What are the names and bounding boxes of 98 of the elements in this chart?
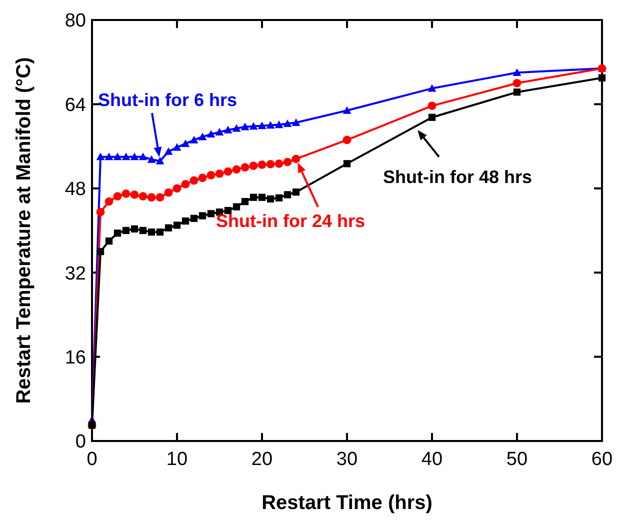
point <box>198 174 207 182</box>
point <box>173 222 181 229</box>
y-tick-label: 64 <box>64 94 86 116</box>
point <box>283 158 292 166</box>
point <box>224 167 232 176</box>
point <box>258 160 266 169</box>
y-tick-label: 48 <box>64 179 86 200</box>
point <box>114 230 122 237</box>
point <box>266 121 275 129</box>
point <box>181 180 190 188</box>
point <box>266 160 275 168</box>
point <box>343 160 351 168</box>
point <box>164 224 172 232</box>
point <box>172 143 182 151</box>
point <box>190 136 198 144</box>
point <box>232 203 240 210</box>
point <box>258 194 266 201</box>
point <box>598 74 606 82</box>
point <box>224 206 232 214</box>
point <box>206 130 216 138</box>
point <box>241 198 249 206</box>
annotation: Shut-in for 6 hrs <box>98 90 237 110</box>
point <box>172 184 182 193</box>
annotation: Shut-in for 48 hrs <box>383 166 532 187</box>
point <box>292 188 300 196</box>
point <box>147 193 156 202</box>
point <box>96 248 104 256</box>
point <box>249 162 258 170</box>
point <box>156 193 164 202</box>
point <box>147 155 156 163</box>
point <box>130 225 138 232</box>
point <box>190 214 198 222</box>
y-tick-label: 16 <box>64 347 86 368</box>
point <box>164 188 173 197</box>
point <box>138 152 148 160</box>
point <box>206 171 216 180</box>
point <box>292 154 300 164</box>
point <box>104 152 114 160</box>
point <box>512 78 522 88</box>
point <box>105 237 113 245</box>
point <box>130 152 139 160</box>
point <box>512 68 522 76</box>
point <box>198 132 207 140</box>
point <box>266 195 274 202</box>
point <box>292 118 300 126</box>
point <box>258 122 266 130</box>
point <box>113 192 122 200</box>
x-tick-label: 50 <box>506 449 528 470</box>
point <box>215 169 224 178</box>
point <box>156 156 164 164</box>
point <box>122 152 130 160</box>
x-axis-title: Restart Time (hrs) <box>262 492 432 514</box>
point <box>182 217 190 225</box>
point <box>207 210 215 218</box>
point <box>122 226 130 234</box>
y-axis-title: Restart Temperature at Manifold (°C) <box>13 57 35 404</box>
point <box>122 189 130 198</box>
point <box>274 159 284 168</box>
point <box>156 228 164 236</box>
point <box>104 197 114 206</box>
y-tick-label: 0 <box>75 432 86 453</box>
point <box>249 122 258 130</box>
point <box>284 191 292 198</box>
point <box>198 212 206 220</box>
point <box>148 228 156 236</box>
point <box>275 194 283 202</box>
point <box>190 176 198 185</box>
x-tick-label: 20 <box>251 449 273 470</box>
point <box>181 139 190 148</box>
point <box>96 152 105 160</box>
point <box>428 114 436 121</box>
point <box>283 119 292 128</box>
y-tick-label: 80 <box>64 10 86 32</box>
point <box>240 122 250 130</box>
point <box>428 102 436 110</box>
point <box>342 136 352 144</box>
point <box>164 147 173 155</box>
annotation: Shut-in for 24 hrs <box>216 210 366 231</box>
point <box>130 190 139 199</box>
point <box>113 152 122 160</box>
y-tick-label: 32 <box>64 263 86 284</box>
point <box>224 126 232 134</box>
point <box>139 226 147 234</box>
x-tick-label: 40 <box>421 449 443 470</box>
point <box>513 88 521 96</box>
point <box>232 124 241 132</box>
point <box>96 208 105 216</box>
point <box>138 192 148 200</box>
point <box>250 194 258 201</box>
x-tick-label: 10 <box>166 449 188 470</box>
point <box>342 106 352 114</box>
point <box>240 163 250 172</box>
point <box>428 84 436 92</box>
x-tick-label: 30 <box>336 449 358 470</box>
point <box>232 165 241 174</box>
point <box>215 128 224 136</box>
x-tick-label: 60 <box>591 449 613 470</box>
point <box>274 120 284 128</box>
